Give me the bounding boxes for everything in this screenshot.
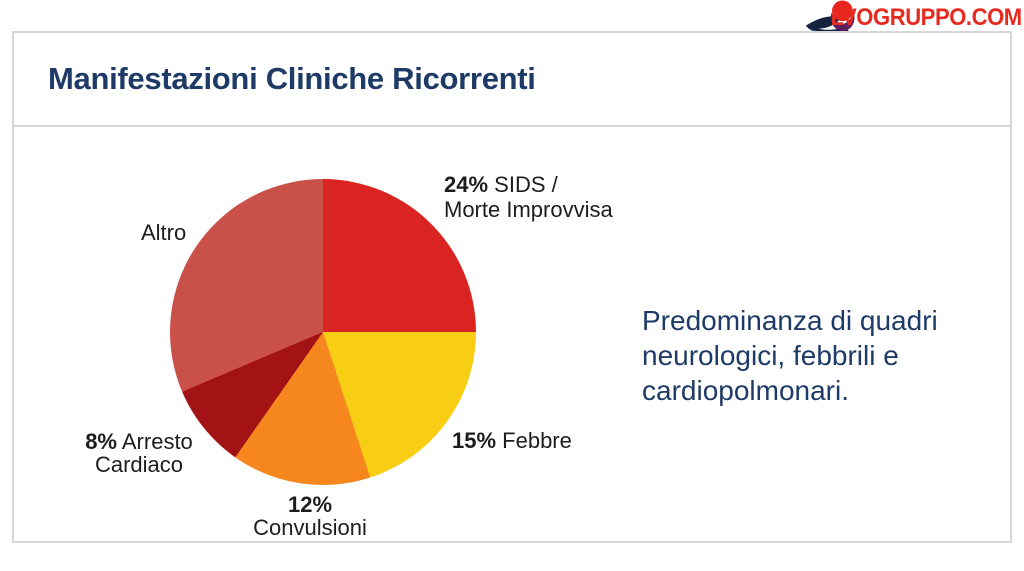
pie-label-sids: 24% SIDS / Morte Improvvisa <box>444 172 613 222</box>
pie-label-convulsioni-line2: Convulsioni <box>253 515 367 540</box>
page-title: Manifestazioni Cliniche Ricorrenti <box>48 61 536 96</box>
pie-label-sids-pct: 24% <box>444 172 489 197</box>
pie-label-sids-line2: Morte Improvvisa <box>444 197 613 222</box>
pie-label-arresto: 8% Arresto Cardiaco <box>60 430 218 476</box>
pie-label-arresto-line1: 8% Arresto <box>60 430 218 453</box>
pie-chart <box>170 179 476 485</box>
pie-label-arresto-pct: 8% <box>85 429 117 454</box>
pie-label-convulsioni-pct-text: 12% <box>287 492 333 517</box>
pie-label-altro: Altro <box>141 220 187 245</box>
insight-line-3: cardiopolmonari. <box>642 375 849 406</box>
pie-label-arresto-text: Arresto <box>116 429 193 454</box>
pie-label-febbre: 15% Febbre <box>452 428 572 453</box>
insight-text: Predominanza di quadri neurologici, febb… <box>642 303 987 408</box>
pie-label-convulsioni: 12% Convulsioni <box>235 493 385 539</box>
slide-card: Manifestazioni Cliniche Ricorrenti <box>12 31 1012 543</box>
slide-header: Manifestazioni Cliniche Ricorrenti <box>14 33 1010 127</box>
pie-label-arresto-line2: Cardiaco <box>94 452 184 477</box>
pie-label-febbre-text: Febbre <box>496 428 572 453</box>
pie-label-convulsioni-pct: 12% <box>235 493 385 516</box>
logo-text: LVOGRUPPO.COM <box>830 4 1023 31</box>
pie-label-sids-text: SIDS / <box>488 172 558 197</box>
insight-line-2: neurologici, febbrili e <box>642 340 899 371</box>
insight-line-1: Predominanza di quadri <box>642 305 938 336</box>
pie-label-sids-line1: 24% SIDS / <box>444 172 613 197</box>
pie-label-febbre-pct: 15% <box>452 428 497 453</box>
